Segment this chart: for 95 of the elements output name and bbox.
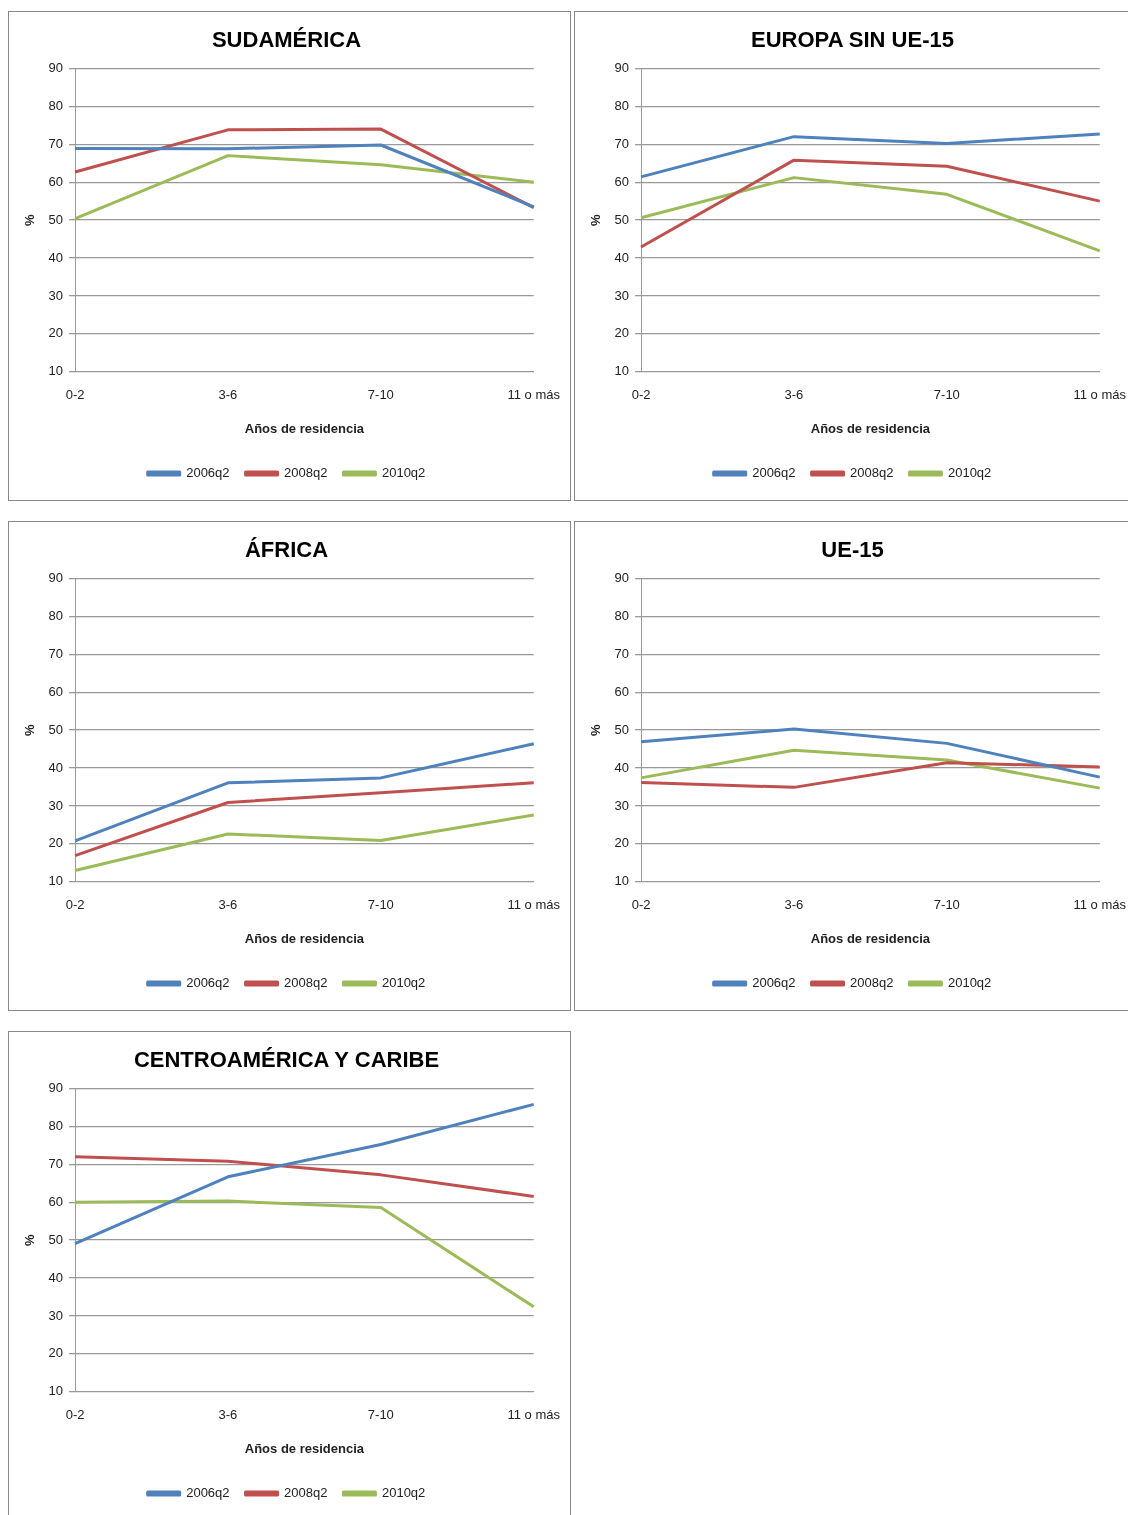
y-tick-label: 40 <box>614 759 630 775</box>
x-tick-label: 3-6 <box>784 387 804 403</box>
y-tick-label: 70 <box>48 1155 64 1171</box>
y-tick-label: 90 <box>614 59 630 75</box>
y-tick-label: 40 <box>614 249 630 265</box>
x-tick-label: 0-2 <box>65 1407 85 1423</box>
y-tick-label: 60 <box>48 683 64 699</box>
y-tick-label: 60 <box>48 1193 64 1209</box>
x-tick-label: 11 o más <box>507 897 561 913</box>
y-axis-title: % <box>22 1233 38 1246</box>
y-tick-label: 70 <box>614 135 630 151</box>
y-tick-label: 60 <box>48 173 64 189</box>
legend-label: 2010q2 <box>381 975 426 991</box>
chart-title: UE-15 <box>821 537 884 563</box>
y-tick-label: 30 <box>48 1307 64 1323</box>
y-tick-label: 70 <box>614 645 630 661</box>
legend-label: 2006q2 <box>186 975 230 991</box>
x-tick-label: 0-2 <box>631 387 651 403</box>
x-tick-label: 0-2 <box>631 897 651 913</box>
y-tick-label: 20 <box>48 835 64 851</box>
legend-label: 2010q2 <box>947 465 992 481</box>
y-tick-label: 40 <box>48 759 64 775</box>
legend-label: 2008q2 <box>284 1485 328 1501</box>
y-tick-label: 20 <box>614 325 630 341</box>
chart-title: ÁFRICA <box>244 537 329 563</box>
x-axis-title: Años de residencia <box>810 420 931 436</box>
legend-label: 2006q2 <box>186 1485 230 1501</box>
legend-label: 2010q2 <box>381 465 426 481</box>
y-tick-label: 60 <box>614 683 630 699</box>
legend-label: 2008q2 <box>284 975 328 991</box>
y-tick-label: 50 <box>614 721 630 737</box>
y-tick-label: 20 <box>48 325 64 341</box>
y-tick-label: 80 <box>48 1117 64 1133</box>
x-axis-title: Años de residencia <box>244 420 365 436</box>
x-tick-label: 11 o más <box>507 387 561 403</box>
y-tick-label: 10 <box>48 363 64 379</box>
y-tick-label: 50 <box>48 1231 64 1247</box>
y-tick-label: 50 <box>614 211 630 227</box>
x-tick-label: 0-2 <box>65 897 85 913</box>
legend-label: 2008q2 <box>284 465 328 481</box>
y-tick-label: 20 <box>614 835 630 851</box>
y-tick-label: 60 <box>614 173 630 189</box>
legend-label: 2006q2 <box>752 975 796 991</box>
chart-title: CENTROAMÉRICA Y CARIBE <box>133 1047 440 1073</box>
y-tick-label: 40 <box>48 249 64 265</box>
x-tick-label: 7-10 <box>933 897 960 913</box>
chart-title: EUROPA SIN UE-15 <box>751 27 954 53</box>
y-tick-label: 30 <box>614 287 630 303</box>
x-tick-label: 3-6 <box>784 897 804 913</box>
x-tick-label: 11 o más <box>1073 387 1127 403</box>
legend-label: 2010q2 <box>381 1485 426 1501</box>
x-tick-label: 7-10 <box>367 1407 394 1423</box>
y-axis-title: % <box>22 213 38 226</box>
x-axis-title: Años de residencia <box>810 930 931 946</box>
x-tick-label: 0-2 <box>65 387 85 403</box>
y-tick-label: 80 <box>48 97 64 113</box>
legend-label: 2010q2 <box>947 975 992 991</box>
y-tick-label: 30 <box>48 797 64 813</box>
x-tick-label: 7-10 <box>367 387 394 403</box>
x-tick-label: 11 o más <box>1073 897 1127 913</box>
y-axis-title: % <box>22 723 38 736</box>
y-tick-label: 30 <box>48 287 64 303</box>
y-tick-label: 50 <box>48 211 64 227</box>
y-tick-label: 70 <box>48 645 64 661</box>
x-tick-label: 11 o más <box>507 1407 561 1423</box>
y-tick-label: 20 <box>48 1345 64 1361</box>
y-tick-label: 90 <box>614 569 630 585</box>
x-tick-label: 3-6 <box>218 387 238 403</box>
y-tick-label: 70 <box>48 135 64 151</box>
x-tick-label: 3-6 <box>218 1407 238 1423</box>
legend-label: 2008q2 <box>850 465 894 481</box>
y-tick-label: 50 <box>48 721 64 737</box>
x-tick-label: 3-6 <box>218 897 238 913</box>
y-axis-title: % <box>588 213 604 226</box>
x-tick-label: 7-10 <box>933 387 960 403</box>
y-tick-label: 80 <box>614 607 630 623</box>
y-tick-label: 90 <box>48 59 64 75</box>
legend-label: 2008q2 <box>850 975 894 991</box>
y-tick-label: 40 <box>48 1269 64 1285</box>
y-tick-label: 10 <box>614 363 630 379</box>
y-tick-label: 10 <box>614 873 630 889</box>
y-tick-label: 80 <box>614 97 630 113</box>
y-tick-label: 30 <box>614 797 630 813</box>
x-tick-label: 7-10 <box>367 897 394 913</box>
y-tick-label: 90 <box>48 1079 64 1095</box>
chart-title: SUDAMÉRICA <box>211 27 362 53</box>
y-tick-label: 80 <box>48 607 64 623</box>
legend-label: 2006q2 <box>186 465 230 481</box>
y-tick-label: 90 <box>48 569 64 585</box>
y-tick-label: 10 <box>48 1383 64 1399</box>
legend-label: 2006q2 <box>752 465 796 481</box>
x-axis-title: Años de residencia <box>244 1440 365 1456</box>
x-axis-title: Años de residencia <box>244 930 365 946</box>
y-axis-title: % <box>588 723 604 736</box>
y-tick-label: 10 <box>48 873 64 889</box>
